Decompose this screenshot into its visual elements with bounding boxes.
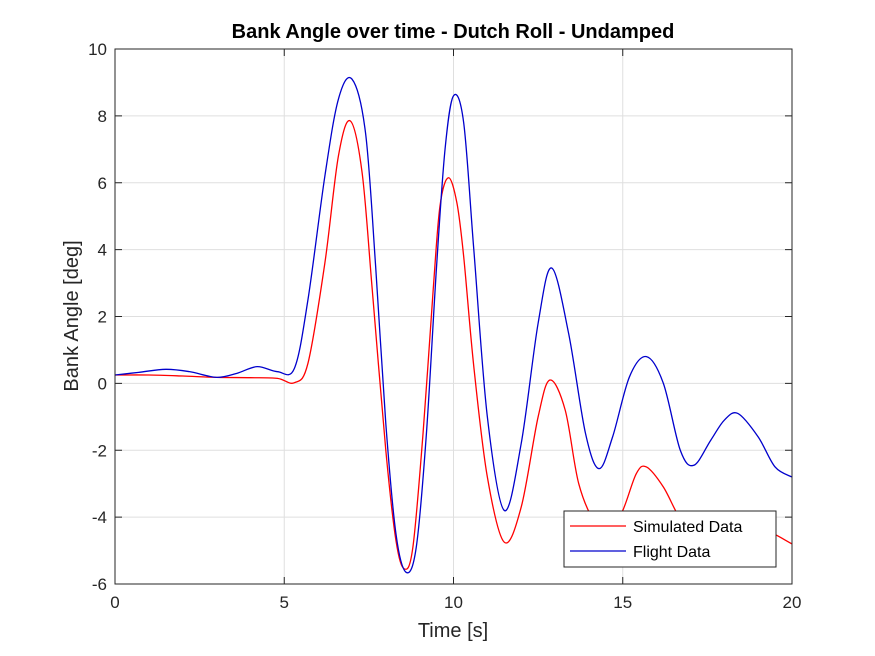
x-tick-label: 20	[783, 593, 802, 612]
y-axis-label: Bank Angle [deg]	[61, 240, 83, 391]
y-tick-label: -2	[92, 441, 107, 460]
x-tick-label: 5	[280, 593, 289, 612]
y-tick-label: 8	[98, 107, 107, 126]
plot-area: 0 5 10 15 20 -6 -4 -2 0 2 4 6 8 10 Simulated Data Fligh…	[88, 40, 801, 612]
y-tick-label: -4	[92, 508, 107, 527]
legend-box	[563, 510, 777, 568]
series-line-simulated-data	[115, 119, 792, 570]
y-tick-label: 10	[88, 40, 107, 59]
y-tick-label: 4	[98, 241, 107, 260]
x-tick-label: 0	[110, 593, 119, 612]
y-tick-label: -6	[92, 575, 107, 594]
chart-title: Bank Angle over time - Dutch Roll - Unda…	[232, 21, 675, 43]
x-axis-label: Time [s]	[418, 620, 488, 642]
legend-entry: Simulated Data	[633, 519, 742, 536]
x-tick-label: 15	[613, 593, 632, 612]
x-tick-label: 10	[444, 593, 463, 612]
legend-entry: Flight Data	[633, 544, 710, 561]
y-tick-label: 6	[98, 174, 107, 193]
y-tick-label: 2	[98, 308, 107, 327]
y-tick-label: 0	[98, 374, 107, 393]
series-line-flight-data	[115, 76, 792, 574]
